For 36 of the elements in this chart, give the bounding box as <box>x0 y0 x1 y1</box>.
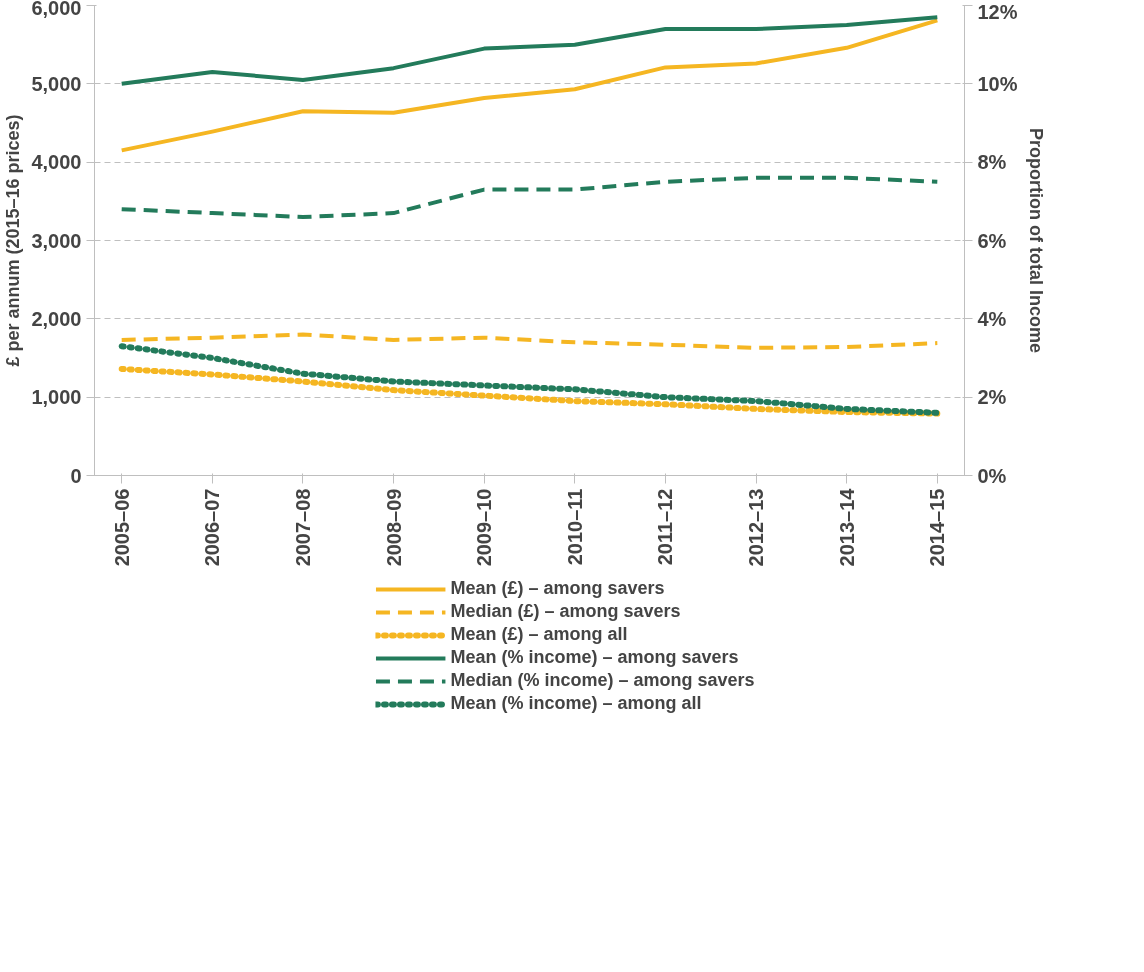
y-tick-label: 6,000 <box>31 0 82 19</box>
y-tick-label: 1,000 <box>31 386 82 409</box>
legend-label: Median (£) – among savers <box>450 601 681 622</box>
x-tick-label: 2008–09 <box>382 488 405 567</box>
y2-tick-label: 2% <box>977 386 1007 409</box>
y2-axis-title: Proportion of total Income <box>1025 128 1046 353</box>
y2-tick-label: 4% <box>977 307 1007 330</box>
legend-label: Mean (£) – among all <box>450 624 628 645</box>
x-tick-label: 2009–10 <box>473 488 496 567</box>
legend-label: Mean (£) – among savers <box>450 578 665 599</box>
legend-label: Mean (% income) – among savers <box>450 647 739 668</box>
y-axis-title: £ per annum (2015–16 prices) <box>3 114 24 367</box>
x-tick-label: 2012–13 <box>745 488 768 567</box>
x-tick-label: 2011–12 <box>654 488 677 566</box>
x-tick-label: 2014–15 <box>926 488 949 567</box>
x-tick-label: 2007–08 <box>291 488 314 567</box>
y-tick-label: 4,000 <box>31 151 82 174</box>
x-tick-label: 2010–11 <box>563 488 586 566</box>
x-tick-label: 2005–06 <box>110 488 133 567</box>
line-series <box>119 332 940 350</box>
line-series <box>119 15 940 86</box>
y-tick-label: 2,000 <box>31 307 82 330</box>
y2-tick-label: 12% <box>977 0 1018 23</box>
line-series <box>119 18 940 153</box>
x-tick-label: 2006–07 <box>201 488 224 567</box>
y2-tick-label: 6% <box>977 229 1007 252</box>
y-tick-label: 5,000 <box>31 72 82 95</box>
y-tick-label: 3,000 <box>31 229 82 252</box>
y2-tick-label: 8% <box>977 151 1007 174</box>
y2-tick-label: 10% <box>977 72 1018 95</box>
x-tick-label: 2013–14 <box>835 487 858 567</box>
legend-label: Median (% income) – among savers <box>450 670 755 691</box>
y2-tick-label: 0% <box>977 464 1007 487</box>
legend-label: Mean (% income) – among all <box>450 693 702 714</box>
line-series <box>119 175 940 219</box>
y-tick-label: 0 <box>70 464 82 487</box>
